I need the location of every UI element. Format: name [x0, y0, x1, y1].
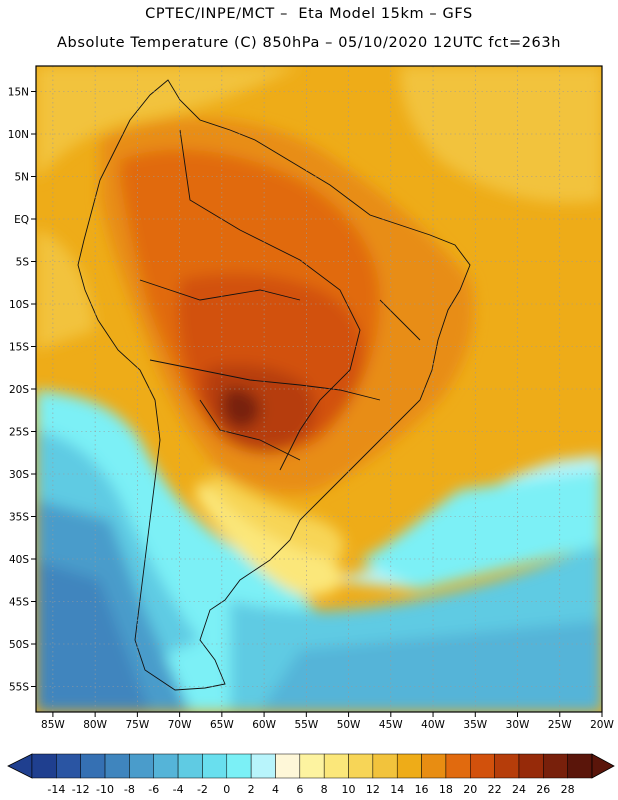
lon-label: 45W [379, 719, 403, 731]
colorbar-label: 0 [223, 783, 230, 796]
lon-label: 55W [294, 719, 318, 731]
lat-label: 15N [8, 87, 29, 99]
colorbar-swatch [323, 753, 349, 779]
lon-label: 70W [168, 719, 192, 731]
colorbar-swatch [445, 753, 471, 779]
lat-label: 35S [9, 512, 29, 524]
colorbar-swatch [470, 753, 495, 779]
colorbar-swatch [226, 753, 252, 779]
colorbar-label: 14 [390, 783, 404, 796]
colorbar-label: 6 [296, 783, 303, 796]
colorbar-swatch [202, 753, 228, 779]
colorbar-swatch [494, 753, 520, 779]
colorbar-label: -12 [72, 783, 90, 796]
colorbar-swatch [518, 753, 544, 779]
lon-label: 85W [41, 719, 65, 731]
colorbar-label: 20 [463, 783, 477, 796]
colorbar-label: 18 [439, 783, 453, 796]
colorbar-label: -8 [124, 783, 135, 796]
colorbar-label: 26 [536, 783, 550, 796]
map-title-line-1: CPTEC/INPE/MCT – Eta Model 15km – GFS [145, 6, 473, 22]
colorbar-swatch [31, 753, 57, 779]
colorbar-swatch [80, 753, 106, 779]
colorbar-label: 8 [321, 783, 328, 796]
lat-label: 15S [9, 342, 29, 354]
colorbar-label: 10 [342, 783, 356, 796]
longitude-axis: 85W 80W 75W 70W 65W 60W 55W 50W 45W 40W 35W 30W 25W 2… [41, 712, 614, 731]
colorbar-swatch [348, 753, 374, 779]
colorbar-swatch [299, 753, 325, 779]
lat-label: 20S [9, 384, 29, 396]
lat-label: 45S [9, 597, 29, 609]
lat-label: 40S [9, 554, 29, 566]
colorbar-label: 24 [512, 783, 526, 796]
colorbar-label: 4 [272, 783, 279, 796]
lat-label: EQ [14, 214, 29, 226]
colorbar-swatch [177, 753, 203, 779]
colorbar-swatch [275, 753, 301, 779]
colorbar-swatch [104, 753, 130, 779]
colorbar-label: -14 [47, 783, 65, 796]
lon-label: 60W [252, 719, 276, 731]
lon-label: 65W [210, 719, 234, 731]
colorbar-label: -4 [173, 783, 184, 796]
colorbar-swatch [396, 753, 422, 779]
colorbar-swatch [372, 753, 398, 779]
lon-label: 80W [83, 719, 107, 731]
colorbar-swatch [56, 753, 81, 779]
lat-label: 5N [14, 172, 29, 184]
colorbar-label: 16 [415, 783, 429, 796]
lat-label: 10S [9, 299, 29, 311]
colorbar-label: 12 [366, 783, 380, 796]
colorbar-label: -2 [197, 783, 208, 796]
colorbar-swatch [129, 753, 154, 779]
temperature-field [36, 66, 602, 712]
colorbar-label: 2 [248, 783, 255, 796]
lat-label: 55S [9, 682, 29, 694]
colorbar-swatch [421, 753, 447, 779]
colorbar-high-arrow [591, 753, 615, 779]
lon-label: 25W [548, 719, 572, 731]
lon-label: 35W [463, 719, 487, 731]
colorbar: -14 -12 -10 -8 -6 -4 -2 0 2 4 6 8 10 12 14 16 18 20 22 24 26… [7, 753, 615, 796]
colorbar-label: 28 [561, 783, 575, 796]
lon-label: 30W [506, 719, 530, 731]
colorbar-swatch [543, 753, 568, 779]
lat-label: 25S [9, 427, 29, 439]
coastline [77, 79, 471, 691]
colorbar-swatch [153, 753, 179, 779]
colorbar-low-arrow [7, 753, 33, 779]
colorbar-label: 22 [488, 783, 502, 796]
colorbar-swatch [250, 753, 276, 779]
lat-label: 50S [9, 639, 29, 651]
lon-label: 75W [125, 719, 149, 731]
colorbar-label: -10 [96, 783, 114, 796]
lon-label: 40W [421, 719, 445, 731]
colorbar-label: -6 [148, 783, 159, 796]
lat-label: 30S [9, 469, 29, 481]
lon-label: 20W [590, 719, 614, 731]
latitude-axis: 15N 10N 5N EQ 5S 10S 15S 20S 25S 30S 35S 40S 45S 50S 5… [8, 87, 36, 694]
colorbar-swatch [567, 753, 593, 779]
lat-label: 10N [8, 129, 29, 141]
lat-label: 5S [16, 257, 30, 269]
lon-label: 50W [337, 719, 361, 731]
map-title-line-2: Absolute Temperature (C) 850hPa – 05/10/… [57, 35, 561, 51]
